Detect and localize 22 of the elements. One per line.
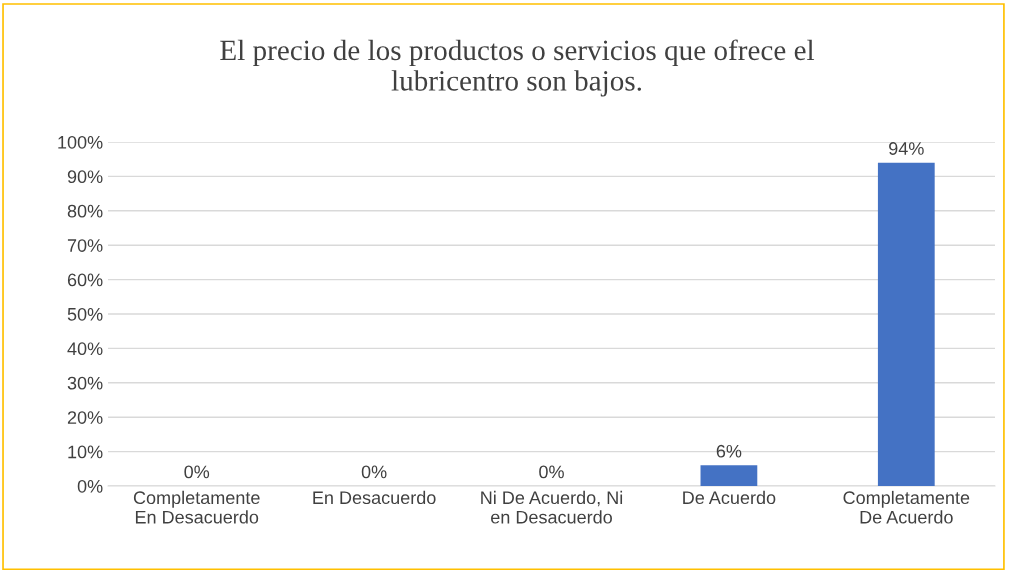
data-label: 6% [716, 444, 742, 458]
data-label: 94% [889, 142, 924, 155]
y-tick-label: 90% [67, 170, 103, 184]
x-tick-label: De Acuerdo [683, 490, 776, 505]
data-label: 0% [184, 465, 210, 479]
y-tick-label: 80% [67, 204, 103, 218]
x-tick-label: En Desacuerdo [313, 490, 436, 505]
y-tick-label: 0% [77, 479, 103, 493]
x-tick-label: Ni De Acuerdo, Ni en Desacuerdo [481, 490, 623, 524]
y-tick-label: 50% [67, 307, 103, 321]
y-tick-label: 70% [67, 239, 103, 252]
chart-title: El precio de los productos o servicios que ofrece el lubricentro son bajos. [220, 39, 815, 97]
data-label: 0% [539, 465, 564, 479]
x-tick-label: Completamente En Desacuerdo [133, 490, 260, 524]
y-tick-label: 100% [58, 135, 103, 149]
y-tick-label: 40% [67, 342, 103, 356]
y-tick-label: 10% [68, 445, 103, 459]
y-tick-label: 30% [67, 376, 103, 390]
x-tick-label: Completamente De Acuerdo [843, 490, 970, 524]
y-tick-label: 60% [67, 273, 103, 287]
data-label: 0% [361, 465, 387, 479]
y-tick-label: 20% [67, 411, 103, 424]
